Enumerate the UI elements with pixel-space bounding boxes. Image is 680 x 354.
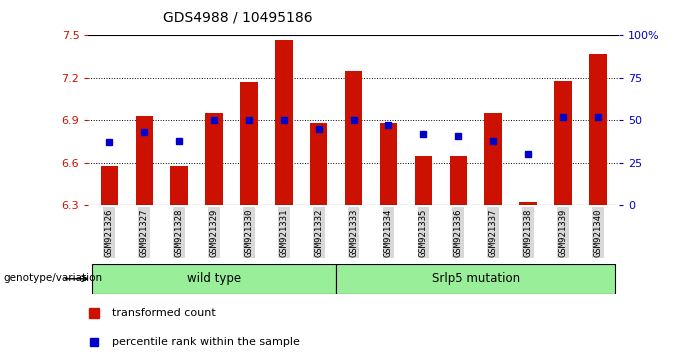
Bar xyxy=(484,113,502,205)
Text: GSM921330: GSM921330 xyxy=(244,208,254,257)
Text: percentile rank within the sample: percentile rank within the sample xyxy=(112,337,300,347)
Bar xyxy=(171,166,188,205)
Text: GSM921329: GSM921329 xyxy=(209,208,218,257)
Text: GSM921327: GSM921327 xyxy=(139,208,149,257)
Text: GSM921338: GSM921338 xyxy=(524,208,532,257)
Bar xyxy=(415,156,432,205)
Bar xyxy=(101,166,118,205)
Bar xyxy=(336,264,615,294)
Text: GSM921331: GSM921331 xyxy=(279,208,288,257)
Text: GSM921337: GSM921337 xyxy=(489,208,498,257)
Bar xyxy=(135,116,153,205)
Bar xyxy=(240,82,258,205)
Text: GSM921335: GSM921335 xyxy=(419,208,428,257)
Bar xyxy=(554,81,572,205)
Bar xyxy=(449,156,467,205)
Text: GSM921332: GSM921332 xyxy=(314,208,323,257)
Bar xyxy=(520,202,537,205)
Bar xyxy=(275,40,292,205)
Bar xyxy=(205,113,223,205)
Text: GSM921340: GSM921340 xyxy=(594,208,602,257)
Text: GDS4988 / 10495186: GDS4988 / 10495186 xyxy=(163,11,313,25)
Text: transformed count: transformed count xyxy=(112,308,216,318)
Bar xyxy=(310,123,328,205)
Text: GSM921339: GSM921339 xyxy=(558,208,568,257)
Bar xyxy=(92,264,336,294)
Bar xyxy=(589,54,607,205)
Bar xyxy=(379,123,397,205)
Text: genotype/variation: genotype/variation xyxy=(3,273,103,283)
Text: GSM921326: GSM921326 xyxy=(105,208,114,257)
Text: Srlp5 mutation: Srlp5 mutation xyxy=(432,272,520,285)
Text: GSM921334: GSM921334 xyxy=(384,208,393,257)
Text: GSM921333: GSM921333 xyxy=(349,208,358,257)
Text: GSM921336: GSM921336 xyxy=(454,208,463,257)
Bar xyxy=(345,71,362,205)
Text: wild type: wild type xyxy=(187,272,241,285)
Text: GSM921328: GSM921328 xyxy=(175,208,184,257)
